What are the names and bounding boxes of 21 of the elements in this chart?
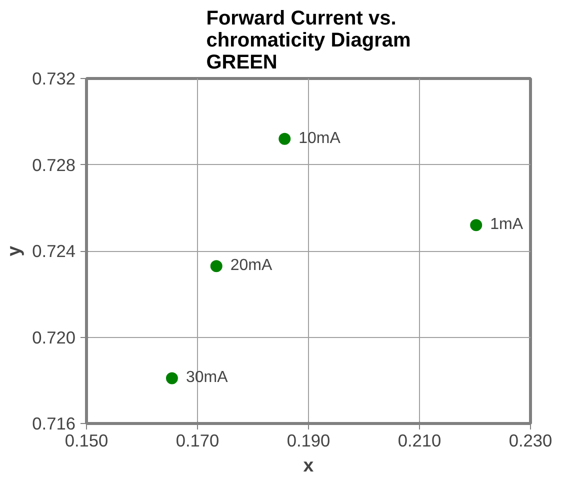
point: [166, 372, 178, 384]
point: [278, 132, 291, 145]
annotation: 30mA: [186, 369, 228, 386]
x-tick-label: 0.230: [508, 430, 552, 450]
x-tick-label: 0.150: [64, 430, 108, 450]
y-axis-title: y: [3, 245, 24, 256]
x-tick-label: 0.170: [176, 430, 220, 450]
annotation: 20mA: [230, 257, 272, 274]
y-tick-label: 0.724: [32, 241, 76, 261]
x-tick-label: 0.210: [398, 430, 442, 450]
y-tick-label: 0.732: [32, 68, 76, 88]
annotation: 1mA: [490, 216, 524, 234]
x-axis-title: x: [303, 454, 314, 476]
point: [470, 219, 482, 232]
x-tick-label: 0.190: [286, 430, 330, 450]
y-tick-label: 0.728: [32, 154, 76, 175]
y-tick-label: 0.716: [32, 414, 76, 434]
annotation: 10mA: [298, 130, 341, 147]
point: [210, 260, 222, 272]
chart-title: Forward Current vs. chromaticity Diagram GREEN: [206, 8, 411, 74]
y-tick-label: 0.720: [32, 327, 76, 348]
